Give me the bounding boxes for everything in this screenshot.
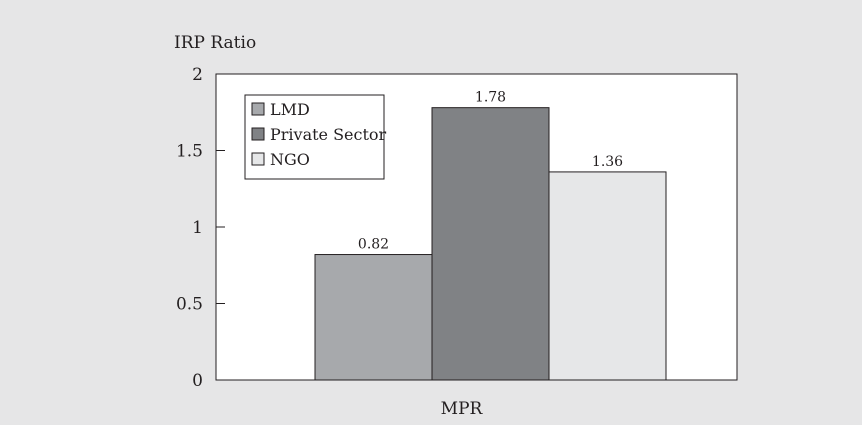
bar-lmd	[314, 254, 433, 381]
legend-label: LMD	[270, 100, 310, 119]
x-category-label: MPR	[441, 399, 484, 419]
data-label: 0.82	[358, 237, 389, 253]
legend-swatch	[251, 127, 265, 141]
data-label: 1.36	[592, 154, 623, 170]
legend-swatch	[251, 102, 265, 116]
y-tick-label: 0	[192, 371, 203, 391]
bar-private-sector	[431, 107, 550, 381]
y-tick-label: 2	[192, 65, 203, 85]
data-label: 1.78	[475, 90, 506, 106]
bar-ngo	[548, 171, 667, 381]
y-tick-label: 1	[192, 218, 203, 238]
y-axis-label: IRP Ratio	[174, 33, 256, 53]
y-tick-label: 0.5	[176, 295, 203, 315]
legend-label: Private Sector	[270, 125, 387, 144]
legend-label: NGO	[270, 150, 310, 169]
legend-box	[244, 94, 385, 180]
legend-swatch	[251, 152, 265, 166]
y-tick-label: 1.5	[176, 142, 203, 162]
